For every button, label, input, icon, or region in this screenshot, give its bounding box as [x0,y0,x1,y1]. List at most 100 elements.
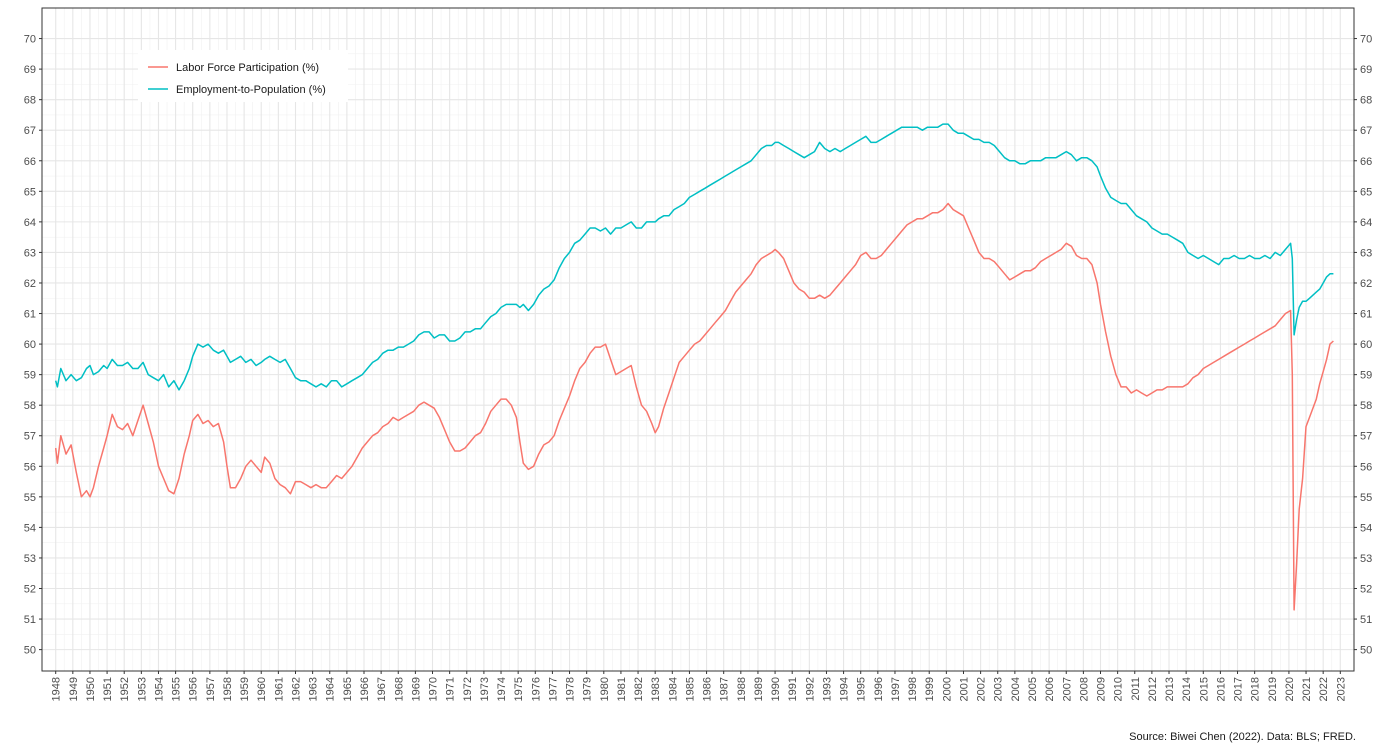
x-tick-label: 1968 [393,677,405,701]
x-tick-label: 1983 [650,677,662,701]
y-axis-left: 50 51 52 53 54 55 56 57 58 59 60 61 62 63 64 65 66 67 68 69… [24,34,42,657]
x-tick-label: 1975 [513,677,525,701]
x-tick-label: 2011 [1130,677,1142,701]
y-tick-label-left: 59 [24,370,36,382]
series-line-labor-force [54,202,1334,611]
x-tick-label: 1987 [719,677,731,701]
x-tick-label: 1948 [51,677,63,701]
x-tick-label: 1962 [290,677,302,701]
y-tick-label-right: 70 [1360,34,1372,46]
y-tick-label-right: 59 [1360,370,1372,382]
y-tick-label-right: 55 [1360,492,1372,504]
y-tick-label-left: 62 [24,278,36,290]
y-tick-label-right: 50 [1360,645,1372,657]
y-tick-label-right: 62 [1360,278,1372,290]
y-tick-label-right: 66 [1360,156,1372,168]
x-tick-label: 1959 [239,677,251,701]
y-tick-label-right: 54 [1360,522,1372,534]
x-tick-label: 2014 [1181,677,1193,701]
x-tick-label: 1967 [376,677,388,701]
x-tick-label: 2008 [1078,677,1090,701]
x-tick-label: 2023 [1335,677,1347,701]
y-tick-label-left: 69 [24,64,36,76]
x-tick-label: 1979 [582,677,594,701]
x-tick-label: 1988 [736,677,748,701]
x-tick-label: 1981 [616,677,628,701]
x-tick-label: 1953 [136,677,148,701]
x-tick-label: 2012 [1147,677,1159,701]
x-tick-label: 2020 [1284,677,1296,701]
x-tick-label: 1980 [599,677,611,701]
x-tick-label: 1974 [496,677,508,701]
y-tick-label-right: 63 [1360,247,1372,259]
gridlines [42,8,1354,671]
y-tick-label-left: 50 [24,645,36,657]
x-tick-label: 2017 [1233,677,1245,701]
x-tick-label: 2018 [1250,677,1262,701]
y-tick-label-right: 57 [1360,431,1372,443]
x-tick-label: 1964 [325,677,337,701]
y-tick-label-right: 60 [1360,339,1372,351]
legend: Labor Force Participation (%) Employment… [138,50,348,102]
x-tick-label: 1982 [633,677,645,701]
x-tick-label: 1985 [684,677,696,701]
y-tick-label-right: 67 [1360,125,1372,137]
x-tick-label: 1999 [924,677,936,701]
x-tick-label: 1989 [753,677,765,701]
y-tick-label-left: 60 [24,339,36,351]
x-tick-label: 2002 [976,677,988,701]
y-tick-label-left: 57 [24,431,36,443]
x-tick-label: 1990 [770,677,782,701]
x-tick-label: 1993 [821,677,833,701]
x-tick-label: 1991 [787,677,799,701]
x-tick-label: 1973 [479,677,491,701]
y-tick-label-left: 65 [24,186,36,198]
x-tick-label: 1970 [428,677,440,701]
x-tick-label: 1949 [68,677,80,701]
series-layer [54,123,1334,611]
x-tick-label: 2010 [1113,677,1125,701]
x-tick-label: 1965 [342,677,354,701]
x-tick-label: 1976 [530,677,542,701]
x-tick-label: 1950 [85,677,97,701]
series-line-employment [54,123,1334,391]
x-tick-label: 1958 [222,677,234,701]
y-tick-label-right: 68 [1360,95,1372,107]
x-tick-label: 2013 [1164,677,1176,701]
plot-panel-border [41,7,1355,672]
x-tick-label: 2007 [1061,677,1073,701]
y-axis-right: 50 51 52 53 54 55 56 57 58 59 60 61 62 63 64 65 66 67 68 69… [1354,34,1372,657]
y-tick-label-right: 51 [1360,614,1372,626]
y-tick-label-right: 61 [1360,309,1372,321]
y-tick-label-right: 65 [1360,186,1372,198]
x-tick-label: 1978 [565,677,577,701]
x-tick-label: 2005 [1027,677,1039,701]
x-tick-label: 1971 [445,677,457,701]
x-tick-label: 1954 [153,677,165,701]
legend-background [138,50,348,102]
x-tick-label: 2022 [1318,677,1330,701]
y-tick-label-left: 52 [24,584,36,596]
x-tick-label: 2009 [1096,677,1108,701]
y-tick-label-left: 63 [24,247,36,259]
x-tick-label: 1963 [308,677,320,701]
x-tick-label: 1969 [410,677,422,701]
y-tick-label-left: 51 [24,614,36,626]
y-tick-label-right: 52 [1360,584,1372,596]
x-tick-label: 1956 [188,677,200,701]
y-tick-label-left: 66 [24,156,36,168]
x-tick-label: 1984 [667,677,679,701]
x-tick-label: 1952 [119,677,131,701]
x-tick-label: 2021 [1301,677,1313,701]
x-tick-label: 2019 [1267,677,1279,701]
y-tick-label-left: 54 [24,522,36,534]
x-tick-label: 1994 [839,677,851,701]
x-tick-label: 1972 [462,677,474,701]
y-tick-label-left: 67 [24,125,36,137]
y-tick-label-right: 53 [1360,553,1372,565]
y-tick-label-left: 70 [24,34,36,46]
x-tick-label: 1992 [804,677,816,701]
source-caption: Source: Biwei Chen (2022). Data: BLS; FR… [1129,731,1356,743]
x-tick-label: 1996 [873,677,885,701]
